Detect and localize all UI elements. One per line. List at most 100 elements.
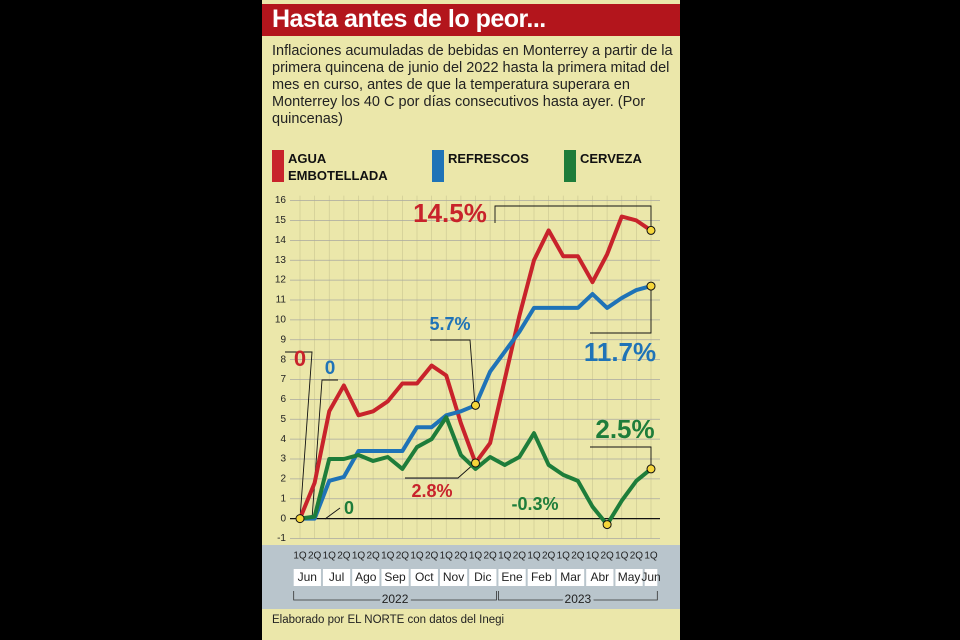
series-line xyxy=(299,415,653,527)
x-tick-label: 2Q xyxy=(337,551,351,562)
annotation: 0 xyxy=(325,358,336,379)
x-tick-label: 2Q xyxy=(425,551,439,562)
y-tick-label: 16 xyxy=(275,195,287,206)
y-tick-label: 5 xyxy=(280,414,286,425)
month-label: Jun xyxy=(641,570,660,584)
x-tick-label: 1Q xyxy=(323,551,337,562)
x-tick-label: 2Q xyxy=(513,551,527,562)
x-tick-label: 1Q xyxy=(293,551,307,562)
x-tick-label: 1Q xyxy=(557,551,571,562)
x-tick-label: 1Q xyxy=(410,551,424,562)
y-tick-label: 10 xyxy=(275,314,287,325)
highlight-dot xyxy=(646,464,656,474)
month-box xyxy=(439,569,468,586)
month-box xyxy=(469,569,497,586)
x-tick-label: 2Q xyxy=(454,551,468,562)
highlight-dot xyxy=(295,514,305,524)
y-tick-label: 4 xyxy=(280,434,286,445)
month-label: Mar xyxy=(560,570,581,584)
leader-line xyxy=(590,446,652,469)
month-label: Nov xyxy=(443,570,464,584)
month-label: Jun xyxy=(298,570,317,584)
y-tick-label: 13 xyxy=(275,255,287,266)
legend-swatch xyxy=(564,150,576,182)
leader-line xyxy=(430,339,476,407)
annotation: 14.5% xyxy=(413,198,487,228)
y-tick-label: 9 xyxy=(280,334,286,345)
x-tick-label: 2Q xyxy=(366,551,380,562)
x-tick-label: 2Q xyxy=(600,551,614,562)
y-tick-label: 11 xyxy=(276,295,287,306)
month-box xyxy=(498,569,526,586)
highlight-dot xyxy=(602,520,612,530)
month-box xyxy=(322,569,351,586)
highlight-dot xyxy=(471,400,480,410)
legend-label: REFRESCOS xyxy=(448,151,529,166)
y-tick-label: 14 xyxy=(275,235,287,246)
leader-line xyxy=(324,507,341,520)
legend-label: AGUA EMBOTELLADA xyxy=(288,151,388,183)
year-label: 2023 xyxy=(565,592,592,606)
month-box xyxy=(381,569,409,586)
month-box xyxy=(615,569,643,586)
x-tick-label: 1Q xyxy=(469,551,483,562)
annotation: 5.7% xyxy=(429,314,470,334)
annotation: 0 xyxy=(294,346,306,371)
legend-swatch xyxy=(272,150,284,182)
y-tick-label: 0 xyxy=(280,513,286,524)
legend-label: CERVEZA xyxy=(580,151,642,166)
title-bar xyxy=(262,4,680,36)
source: Elaborado por EL NORTE con datos del Ine… xyxy=(272,614,505,626)
leader-line xyxy=(285,351,313,520)
leader-line xyxy=(494,205,652,231)
year-label: 2022 xyxy=(382,592,409,606)
month-box xyxy=(644,569,658,586)
month-box xyxy=(293,569,321,586)
leader-line xyxy=(590,288,652,334)
x-tick-label: 2Q xyxy=(308,551,322,562)
month-box xyxy=(410,569,438,586)
month-label: Ene xyxy=(501,570,523,584)
x-tick-label: 1Q xyxy=(352,551,366,562)
annotation: 0 xyxy=(344,498,354,518)
x-tick-label: 1Q xyxy=(644,551,658,562)
month-label: Feb xyxy=(531,570,552,584)
legend-swatch xyxy=(432,150,444,182)
y-tick-label: 2 xyxy=(280,474,286,485)
leader-line xyxy=(405,462,476,479)
month-label: Jul xyxy=(329,570,344,584)
x-tick-label: 1Q xyxy=(498,551,512,562)
x-tick-label: 1Q xyxy=(527,551,541,562)
annotation: 2.5% xyxy=(595,414,654,444)
y-tick-label: -1 xyxy=(277,533,286,544)
month-label: Abr xyxy=(590,570,609,584)
year-bracket xyxy=(293,591,497,601)
highlight-dot xyxy=(471,458,480,468)
chart-title: Hasta antes de lo peor... xyxy=(272,5,546,33)
y-tick-label: 8 xyxy=(280,354,286,365)
month-box xyxy=(352,569,380,586)
year-bracket xyxy=(498,591,658,601)
x-tick-label: 2Q xyxy=(396,551,410,562)
month-label: May xyxy=(618,570,641,584)
y-tick-label: 3 xyxy=(280,454,286,465)
y-tick-label: 1 xyxy=(280,493,286,504)
month-box xyxy=(556,569,585,586)
x-tick-label: 1Q xyxy=(381,551,395,562)
subtitle: Inflaciones acumuladas de bebidas en Mon… xyxy=(272,43,673,127)
month-label: Oct xyxy=(415,570,434,584)
x-tick-label: 2Q xyxy=(542,551,556,562)
x-tick-label: 1Q xyxy=(615,551,629,562)
month-label: Ago xyxy=(355,570,377,584)
month-box xyxy=(527,569,555,586)
highlight-dot xyxy=(646,281,656,291)
annotation: 11.7% xyxy=(584,337,656,367)
highlight-dot xyxy=(646,225,656,235)
annotation: 2.8% xyxy=(411,481,452,501)
x-tick-label: 1Q xyxy=(440,551,454,562)
x-tick-label: 2Q xyxy=(483,551,497,562)
month-label: Sep xyxy=(384,570,406,584)
month-label: Dic xyxy=(474,570,491,584)
